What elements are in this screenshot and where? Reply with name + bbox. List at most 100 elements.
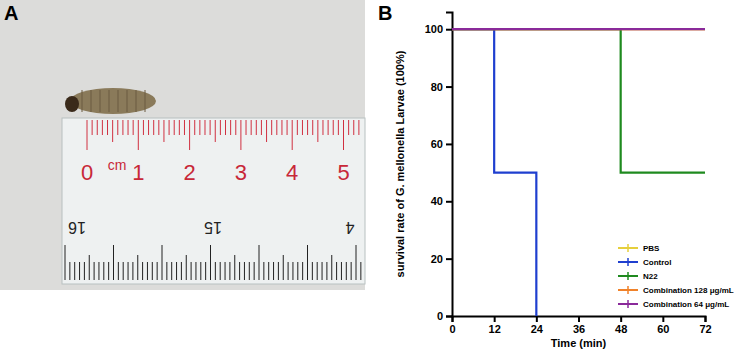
legend-label: N22 — [643, 272, 658, 281]
ruler-label: 1 — [132, 160, 144, 185]
ruler-tick — [107, 120, 108, 135]
tick-label: 48 — [615, 323, 627, 335]
larva-head — [65, 96, 79, 112]
ruler-tick — [348, 120, 349, 135]
ruler-tick — [191, 262, 192, 280]
ruler-tick — [92, 120, 93, 135]
ruler-tick — [194, 120, 195, 135]
axis-line — [453, 317, 706, 323]
ruler-tick — [326, 262, 327, 280]
ruler-tick — [102, 120, 103, 135]
ruler-tick — [259, 245, 260, 280]
tick-mark — [446, 316, 452, 318]
ruler-tick — [179, 120, 180, 135]
ruler-tick — [256, 120, 257, 135]
ruler-tick — [74, 262, 75, 280]
ruler-tick — [271, 120, 272, 135]
tick-label: 100 — [425, 23, 443, 35]
ruler-tick — [112, 120, 113, 142]
ruler-tick — [322, 120, 323, 135]
ruler-tick — [341, 262, 342, 280]
ruler-tick — [239, 262, 240, 280]
ruler-tick — [312, 120, 313, 135]
figure: 0cm1234516154AB0122436486072020406080100… — [0, 0, 753, 351]
survival-line — [452, 28, 705, 30]
tick-mark — [446, 201, 452, 203]
larva-segment — [109, 90, 110, 112]
ruler-tick — [200, 262, 201, 280]
ruler-tick — [176, 262, 177, 280]
tick-label: 80 — [431, 81, 443, 93]
tick-label: 24 — [531, 323, 544, 335]
ruler-tick — [338, 120, 339, 135]
ruler-label: 3 — [235, 160, 247, 185]
ruler-tick — [94, 262, 95, 280]
ruler-label: 15 — [204, 219, 222, 236]
tick: 20 — [431, 253, 452, 265]
tick: 80 — [431, 81, 452, 93]
tick: 72 — [699, 316, 711, 335]
photo-background — [0, 0, 365, 290]
ruler-tick — [143, 120, 144, 135]
ruler-tick — [251, 120, 252, 135]
tick: 60 — [431, 138, 452, 150]
ruler-tick — [84, 262, 85, 280]
ruler-tick — [138, 120, 139, 150]
ruler-tick — [302, 120, 303, 135]
ruler-tick — [276, 120, 277, 135]
ruler-tick — [229, 262, 230, 280]
tick-label: 60 — [431, 138, 443, 150]
ruler-tick — [360, 262, 361, 280]
ruler-tick — [169, 120, 170, 135]
ruler-tick — [336, 262, 337, 280]
tick: 60 — [657, 316, 669, 335]
larva-segment — [82, 90, 83, 112]
ruler-label: cm — [108, 157, 127, 173]
ruler-tick — [328, 120, 329, 135]
ruler-tick — [137, 255, 138, 280]
larva-segment — [91, 90, 92, 112]
ruler-tick — [297, 120, 298, 135]
tick-mark — [446, 86, 452, 88]
ruler-tick — [122, 120, 123, 135]
larva-segment — [118, 90, 119, 112]
ruler-tick — [333, 120, 334, 135]
ruler-tick — [174, 120, 175, 135]
tick-mark — [446, 258, 452, 260]
ruler-tick — [158, 120, 159, 135]
ruler-tick — [153, 120, 154, 135]
legend-label: Control — [643, 258, 671, 267]
ruler-tick — [97, 120, 98, 135]
ruler-label: 4 — [286, 160, 298, 185]
plot-area — [452, 29, 705, 316]
ruler-tick — [117, 120, 118, 135]
tick-mark — [446, 143, 452, 145]
ruler-tick — [254, 262, 255, 280]
axis-line — [446, 13, 453, 317]
tick-mark — [662, 316, 664, 322]
ruler-tick — [302, 262, 303, 280]
ruler-tick — [204, 120, 205, 135]
ruler-tick — [292, 262, 293, 280]
x-axis-title: Time (min) — [551, 337, 607, 349]
larva-segment — [127, 90, 128, 112]
ruler-tick — [162, 245, 163, 280]
ruler-tick — [225, 120, 226, 135]
ruler-tick — [230, 120, 231, 135]
legend: PBSControlN22Combination 128 μg/mLCombin… — [618, 244, 734, 309]
ruler-tick — [266, 120, 267, 142]
ruler-tick — [171, 262, 172, 280]
ruler-tick — [152, 262, 153, 280]
ruler-label: 5 — [337, 160, 349, 185]
tick: 0 — [437, 310, 452, 322]
tick: 40 — [431, 195, 452, 207]
tick-mark — [446, 29, 452, 31]
ruler-tick — [215, 120, 216, 142]
ruler-tick — [235, 120, 236, 135]
ruler-tick — [89, 255, 90, 280]
tick: 12 — [489, 316, 501, 335]
ruler-tick — [181, 262, 182, 280]
ruler-tick — [189, 120, 190, 150]
tick-mark — [705, 316, 707, 322]
panel-label: B — [378, 2, 392, 24]
